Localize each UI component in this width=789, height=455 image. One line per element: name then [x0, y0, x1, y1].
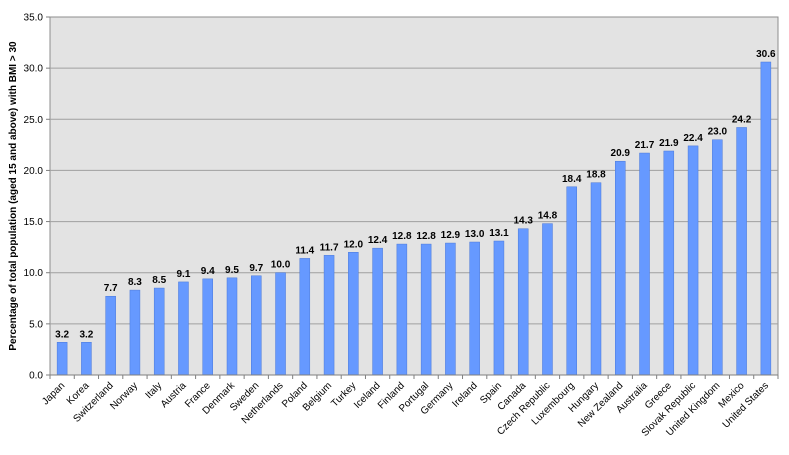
data-label: 9.5: [225, 265, 239, 276]
data-label: 11.7: [320, 242, 339, 253]
y-tick-label: 30.0: [24, 64, 44, 75]
gridlines: [50, 67, 778, 325]
data-label: 12.0: [344, 239, 364, 250]
bar-sweden: [251, 275, 262, 376]
data-label: 21.7: [635, 140, 655, 151]
bar-italy: [153, 287, 165, 376]
bar-netherlands: [275, 272, 286, 376]
data-label: 3.2: [55, 329, 69, 340]
bar-czech-republic: [542, 223, 553, 376]
x-tick-label: Austria: [159, 380, 189, 410]
data-label: 9.7: [249, 263, 263, 274]
y-tick-label: 20.0: [24, 166, 44, 177]
data-label: 12.4: [368, 235, 388, 246]
bar-spain: [493, 240, 505, 376]
bar-united-kingdom: [712, 139, 723, 376]
data-label: 7.7: [104, 283, 118, 294]
bar-turkey: [348, 252, 359, 376]
y-tick-label: 0.0: [29, 371, 43, 382]
data-label: 20.9: [611, 148, 631, 159]
data-label: 14.3: [513, 216, 533, 227]
bar-germany: [445, 242, 456, 376]
data-label: 13.0: [465, 229, 485, 240]
bar-switzerland: [105, 295, 116, 376]
y-axis-ticks: 0.0 5.0 10.0 15.0 20.0 25.0 30.0 35.0: [24, 13, 50, 382]
bar-norway: [129, 289, 141, 376]
bar-hungary: [590, 182, 602, 376]
data-label: 24.2: [732, 114, 752, 125]
bar-poland: [299, 258, 311, 376]
data-label: 12.9: [441, 230, 461, 241]
data-label: 23.0: [708, 127, 728, 138]
bar-slovak-republic: [687, 145, 699, 376]
x-tick-label: Ireland: [450, 380, 479, 409]
data-label: 22.4: [683, 133, 703, 144]
data-label: 18.4: [562, 174, 582, 185]
bars: [56, 61, 772, 376]
data-label: 30.6: [756, 49, 776, 60]
data-label: 11.4: [295, 245, 314, 256]
data-label: 13.1: [489, 228, 509, 239]
data-label: 3.2: [79, 329, 93, 340]
bar-new-zealand: [615, 160, 626, 376]
y-tick-label: 10.0: [24, 268, 44, 279]
bar-france: [202, 278, 213, 376]
bar-denmark: [226, 277, 238, 376]
data-label: 9.4: [201, 266, 215, 277]
bar-australia: [639, 152, 650, 376]
x-tick-label: Norway: [108, 380, 140, 412]
y-axis-title: Percentage of total population (aged 15 …: [8, 41, 19, 351]
bar-luxembourg: [566, 186, 577, 376]
bar-austria: [178, 281, 189, 376]
bar-mexico: [736, 127, 747, 376]
data-label: 12.8: [416, 231, 436, 242]
bar-finland: [396, 243, 408, 376]
bar-united-states: [760, 61, 772, 376]
bar-greece: [663, 150, 675, 376]
y-tick-label: 5.0: [29, 319, 43, 330]
data-label: 12.8: [392, 231, 412, 242]
bar-korea: [81, 342, 92, 376]
bar-japan: [56, 342, 68, 376]
data-labels: 3.2 3.2 7.7 8.3 8.5 9.1 9.4 9.5 9.7 10.0 11.4 11.7 1…: [55, 49, 776, 340]
data-label: 9.1: [177, 269, 191, 280]
bar-ireland: [469, 241, 480, 376]
bar-belgium: [323, 255, 335, 376]
data-label: 10.0: [271, 260, 291, 271]
data-label: 21.9: [659, 138, 679, 149]
x-tick-label: Italy: [144, 380, 165, 401]
plot-area: [49, 16, 779, 376]
data-label: 18.8: [586, 170, 606, 181]
bar-iceland: [372, 247, 383, 376]
data-label: 8.5: [152, 275, 166, 286]
bar-canada: [517, 228, 529, 376]
y-tick-label: 15.0: [24, 217, 44, 228]
data-label: 14.8: [538, 211, 558, 222]
y-tick-label: 25.0: [24, 115, 44, 126]
x-tick-label: Japan: [40, 380, 67, 407]
bar-portugal: [420, 243, 432, 376]
data-label: 8.3: [128, 277, 142, 288]
y-tick-label: 35.0: [24, 13, 44, 24]
